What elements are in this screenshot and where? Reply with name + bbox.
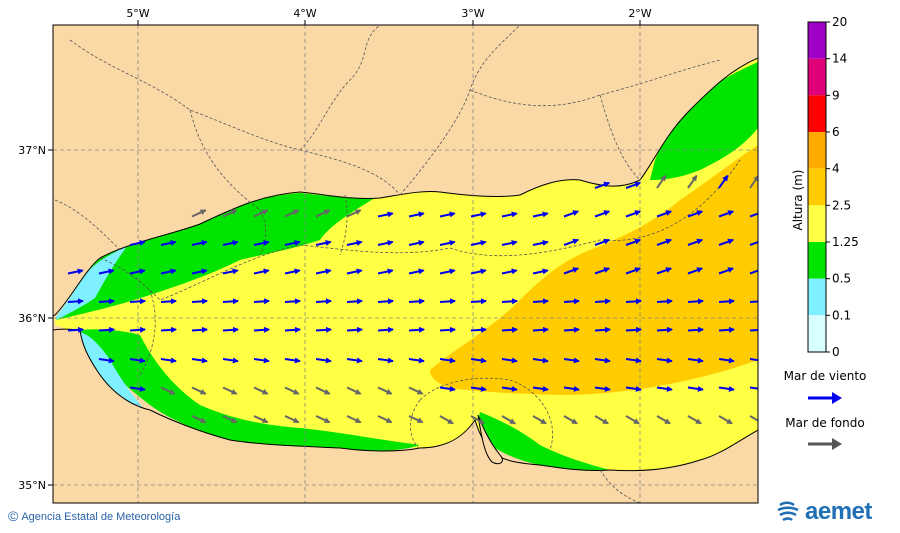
wind-sea-arrow — [533, 301, 548, 302]
wind-sea-arrow — [254, 301, 269, 302]
wind-sea-arrow — [657, 301, 672, 302]
copyright-icon: © — [8, 508, 18, 524]
colorbar-tick-label: 2.5 — [832, 198, 851, 212]
wind-sea-arrow — [409, 301, 424, 302]
colorbar-segments — [808, 22, 826, 352]
wind-sea-arrow — [223, 330, 238, 331]
wind-sea-arrow — [347, 330, 362, 331]
wind-sea-arrow — [657, 330, 672, 331]
swell-label: Mar de fondo — [785, 416, 864, 430]
agency-name: Agencia Estatal de Meteorología — [21, 511, 180, 523]
agency-credit: © Agencia Estatal de Meteorología — [8, 508, 180, 524]
wind-sea-arrow — [409, 330, 424, 331]
wind-sea-arrow — [99, 330, 114, 331]
aemet-logo-icon — [776, 499, 802, 525]
wind-sea-arrow — [316, 301, 331, 302]
wind-sea-arrow — [595, 301, 610, 302]
wind-sea-arrow — [347, 301, 362, 302]
colorbar-segment — [808, 59, 826, 96]
aemet-logo: aemet — [776, 497, 872, 527]
aemet-logo-text: aemet — [805, 498, 872, 526]
lon-label-3w: 3°W — [461, 7, 484, 20]
swell-arrowhead-icon — [832, 438, 842, 450]
wind-sea-arrow — [130, 301, 145, 302]
colorbar-tick-label: 0.5 — [832, 272, 851, 286]
colorbar-segment — [808, 169, 826, 206]
lon-ticks: 5°W 4°W 3°W 2°W — [126, 7, 651, 25]
lon-label-2w: 2°W — [628, 7, 651, 20]
wind-sea-arrow — [130, 330, 145, 331]
wind-sea-label: Mar de viento — [784, 369, 867, 383]
map-area — [53, 25, 765, 503]
lon-label-4w: 4°W — [293, 7, 316, 20]
wind-sea-arrow — [68, 330, 83, 331]
wind-sea-arrow — [254, 330, 269, 331]
wind-sea-arrow — [688, 330, 703, 331]
wind-sea-arrow — [223, 301, 238, 302]
lat-label-37n: 37°N — [18, 144, 46, 157]
wind-sea-arrow — [502, 301, 517, 302]
colorbar-tick-label: 1.25 — [832, 235, 859, 249]
colorbar: 20 14 9 6 4 2.5 1.25 0.5 0.1 0 Altura (m) — [791, 15, 859, 359]
wind-sea-arrow — [626, 330, 641, 331]
colorbar-tick-label: 20 — [832, 15, 847, 29]
wind-sea-arrow — [99, 301, 114, 302]
wind-sea-arrow — [192, 330, 207, 331]
arrow-legend: Mar de viento Mar de fondo — [784, 369, 867, 450]
wind-sea-arrow — [285, 330, 300, 331]
wind-sea-arrow — [626, 301, 641, 302]
colorbar-segment — [808, 315, 826, 352]
colorbar-tick-label: 4 — [832, 162, 840, 176]
wind-sea-arrow — [471, 330, 486, 331]
wind-sea-arrow — [595, 330, 610, 331]
wind-sea-arrow — [68, 301, 83, 302]
colorbar-tick-label: 9 — [832, 88, 840, 102]
wind-sea-arrow — [719, 330, 734, 331]
colorbar-tick-label: 0 — [832, 345, 840, 359]
colorbar-title: Altura (m) — [791, 169, 805, 230]
wind-sea-arrow — [378, 330, 393, 331]
wind-sea-arrowhead-icon — [832, 392, 842, 404]
wind-sea-arrow — [440, 330, 455, 331]
colorbar-segment — [808, 242, 826, 279]
wind-sea-arrow — [533, 330, 548, 331]
wind-sea-arrow — [316, 330, 331, 331]
wind-sea-arrow — [161, 301, 176, 302]
wind-sea-arrow — [378, 301, 393, 302]
wind-sea-arrow — [564, 301, 579, 302]
wind-sea-arrow — [502, 330, 517, 331]
colorbar-segment — [808, 279, 826, 316]
wind-sea-arrow — [285, 301, 300, 302]
lat-ticks: 37°N 36°N 35°N — [18, 144, 53, 492]
lat-label-35n: 35°N — [18, 479, 46, 492]
colorbar-segment — [808, 205, 826, 242]
wind-sea-arrow — [564, 330, 579, 331]
colorbar-tick-label: 0.1 — [832, 308, 851, 322]
colorbar-tick-label: 6 — [832, 125, 840, 139]
wind-sea-arrow — [161, 330, 176, 331]
colorbar-ticks: 20 14 9 6 4 2.5 1.25 0.5 0.1 0 — [826, 15, 859, 359]
lat-label-36n: 36°N — [18, 312, 46, 325]
wind-sea-arrow — [688, 301, 703, 302]
wind-sea-arrow — [471, 301, 486, 302]
colorbar-tick-label: 14 — [832, 52, 847, 66]
wind-sea-arrow — [192, 301, 207, 302]
wind-sea-arrow — [440, 301, 455, 302]
colorbar-segment — [808, 22, 826, 59]
colorbar-segment — [808, 132, 826, 169]
colorbar-segment — [808, 95, 826, 132]
wind-sea-arrow — [719, 301, 734, 302]
lon-label-5w: 5°W — [126, 7, 149, 20]
